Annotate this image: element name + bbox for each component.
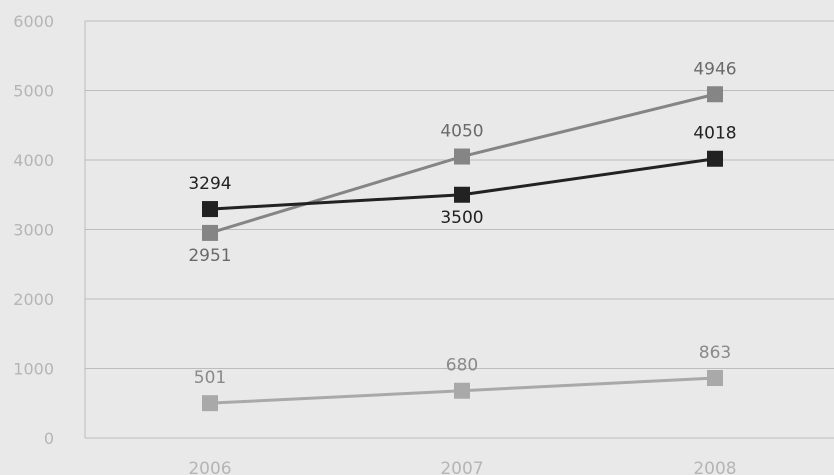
data-label: 4018 <box>693 124 736 144</box>
y-tick-label: 2000 <box>13 290 54 309</box>
y-tick-label: 0 <box>44 429 54 448</box>
y-tick-label: 1000 <box>13 360 54 379</box>
data-label: 3294 <box>188 174 231 194</box>
data-point-marker <box>202 395 218 412</box>
data-label: 680 <box>446 356 478 376</box>
data-point-marker <box>454 186 470 203</box>
x-tick-label: 2007 <box>440 459 483 475</box>
data-point-marker <box>454 382 470 399</box>
data-point-marker <box>454 148 470 165</box>
data-labels: 501 680 863 2951 4050 4946 3294 3500 4018 <box>188 59 736 388</box>
y-tick-label: 6000 <box>13 12 54 31</box>
y-tick-label: 3000 <box>13 221 54 240</box>
data-label: 3500 <box>440 208 483 228</box>
data-point-marker <box>202 224 218 241</box>
data-label: 4050 <box>440 122 483 142</box>
data-point-marker <box>707 370 723 387</box>
series-group <box>202 86 723 412</box>
data-point-marker <box>707 150 723 167</box>
x-tick-label: 2006 <box>188 459 231 475</box>
data-label: 863 <box>699 343 731 363</box>
axes: 0 1000 2000 3000 4000 5000 6000 2006 2007 2008 <box>13 12 736 475</box>
data-label: 2951 <box>188 246 231 266</box>
data-point-marker <box>202 201 218 218</box>
x-tick-label: 2008 <box>693 459 736 475</box>
y-tick-label: 5000 <box>13 82 54 101</box>
y-tick-label: 4000 <box>13 151 54 170</box>
data-label: 4946 <box>693 59 736 79</box>
data-label: 501 <box>194 368 226 388</box>
data-point-marker <box>707 86 723 103</box>
